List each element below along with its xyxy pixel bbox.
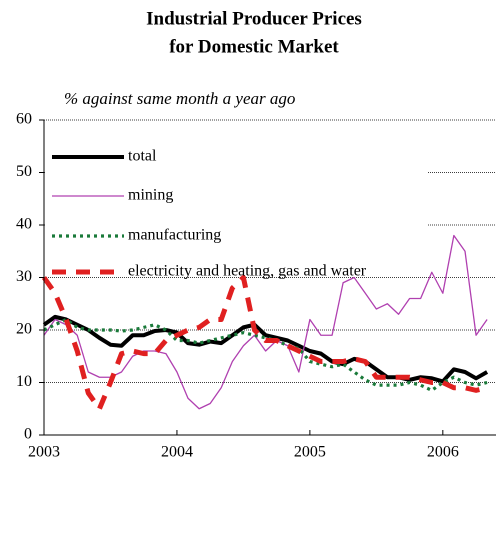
- y-tick-label: 0: [24, 426, 32, 443]
- legend-label: electricity and heating, gas and water: [128, 263, 367, 280]
- series-line: [43, 317, 488, 392]
- y-tick-label: 60: [16, 111, 32, 128]
- y-tick-label: 10: [16, 373, 32, 390]
- chart-title: Industrial Producer Prices: [146, 8, 362, 29]
- legend-label: total: [128, 148, 157, 165]
- series-line: [41, 275, 488, 412]
- x-tick-label: 2005: [294, 444, 326, 461]
- x-tick-label: 2006: [427, 444, 459, 461]
- y-tick-label: 50: [16, 163, 32, 180]
- y-tick-label: 30: [16, 268, 32, 285]
- legend-background: [45, 140, 428, 262]
- legend-label: mining: [128, 187, 173, 204]
- series-line: [42, 314, 489, 384]
- chart-subtitle: % against same month a year ago: [64, 89, 295, 108]
- x-tick-label: 2003: [28, 444, 60, 461]
- chart-title: for Domestic Market: [169, 36, 339, 57]
- series-line: [43, 234, 488, 410]
- y-tick-label: 20: [16, 321, 32, 338]
- legend: total mining manufacturing electricity and …: [52, 148, 367, 280]
- y-tick-label: 40: [16, 216, 32, 233]
- legend-label: manufacturing: [128, 227, 221, 244]
- x-tick-label: 2004: [161, 444, 193, 461]
- plot: [41, 234, 489, 412]
